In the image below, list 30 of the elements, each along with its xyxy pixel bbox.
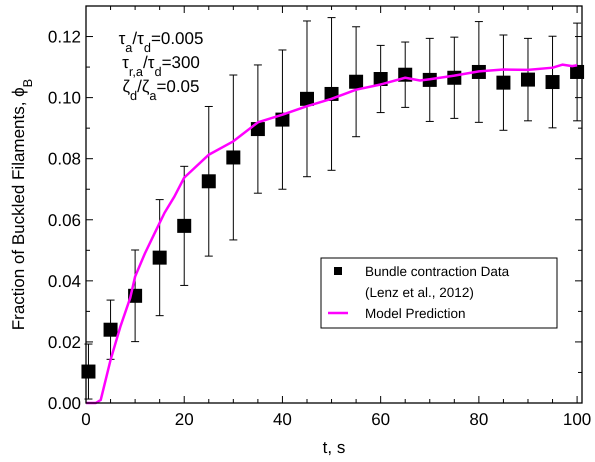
y-tick-label: 0.08 <box>48 150 81 169</box>
point <box>520 72 535 87</box>
point <box>177 218 192 233</box>
point <box>226 150 240 164</box>
point <box>300 92 314 106</box>
y-tick-label: 0.04 <box>48 272 81 291</box>
point <box>496 76 510 90</box>
point <box>349 74 364 89</box>
point <box>152 250 167 265</box>
legend-label: Model Prediction <box>365 306 466 321</box>
point <box>202 174 216 188</box>
legend-label: Bundle contraction Data (Lenz et al., 2012) <box>365 264 510 300</box>
y-tick-label: 0.00 <box>48 394 81 413</box>
y-tick-label: 0.06 <box>48 210 81 230</box>
y-tick-label: 0.02 <box>48 332 81 352</box>
x-tick-label: 20 <box>174 410 194 429</box>
x-axis-title: t, s <box>322 438 346 457</box>
y-tick-label: 0.10 <box>48 88 81 108</box>
x-tick-label: 80 <box>469 410 488 429</box>
y-tick-label: 0.12 <box>48 28 81 47</box>
x-tick-label: 100 <box>562 410 592 429</box>
annotation: ζ$_{d}$/ζ$_{a}$=0.05 <box>122 77 200 102</box>
point <box>104 322 118 337</box>
annotation: τ$_{a}$/τ$_{d}$=0.005 <box>118 29 204 54</box>
x-tick-label: 60 <box>371 410 390 429</box>
x-tick-label: 40 <box>272 410 292 429</box>
x-tick-label: 0 <box>81 410 91 429</box>
annotation: τ$_{r,a}$/τ$_{d}$=300 <box>122 53 200 78</box>
point <box>546 75 560 90</box>
point <box>81 364 96 379</box>
